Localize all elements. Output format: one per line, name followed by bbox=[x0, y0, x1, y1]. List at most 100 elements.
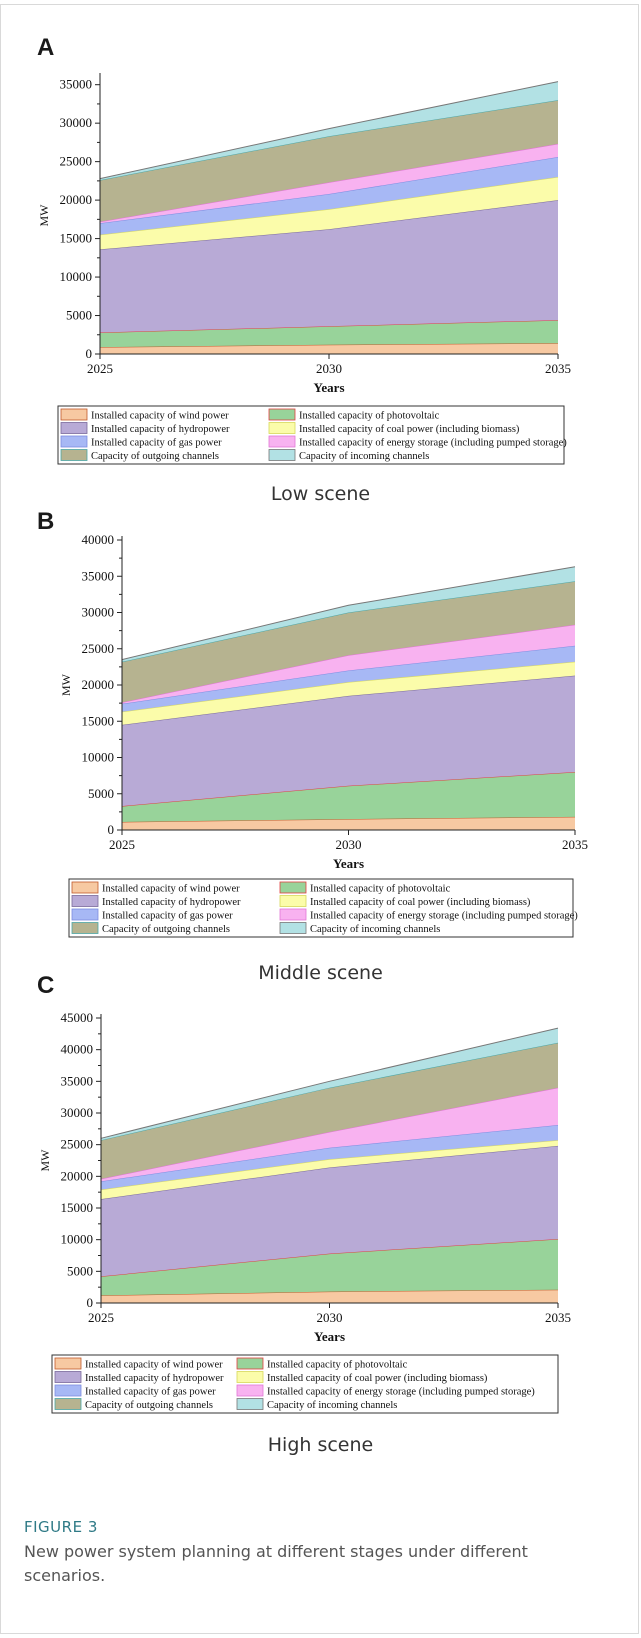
x-axis-title: Years bbox=[333, 856, 364, 871]
legend-swatch bbox=[71, 922, 99, 934]
y-tick-label: 15000 bbox=[61, 1200, 94, 1215]
legend-label: Installed capacity of coal power (includ… bbox=[267, 1373, 488, 1384]
legend-label: Capacity of incoming channels bbox=[299, 451, 429, 462]
area-6 bbox=[101, 1087, 558, 1182]
legend-label: Installed capacity of gas power bbox=[91, 438, 222, 449]
y-tick-label: 10000 bbox=[60, 269, 93, 284]
area-2 bbox=[122, 772, 575, 822]
legend-label: Installed capacity of coal power (includ… bbox=[299, 424, 520, 435]
y-tick-label: 40000 bbox=[82, 532, 115, 547]
panel-letter-b: B bbox=[37, 508, 55, 535]
area-1 bbox=[100, 343, 558, 354]
y-tick-label: 20000 bbox=[60, 192, 93, 207]
y-tick-label: 20000 bbox=[82, 677, 115, 692]
legend-label: Installed capacity of coal power (includ… bbox=[310, 897, 531, 908]
y-tick-label: 10000 bbox=[82, 750, 115, 765]
area-3 bbox=[101, 1145, 558, 1277]
y-tick-label: 0 bbox=[86, 346, 93, 361]
panel-letter-a: A bbox=[37, 34, 55, 61]
legend-swatch bbox=[54, 1357, 82, 1370]
figure-label: FIGURE 3 bbox=[24, 1518, 98, 1536]
legend-label: Installed capacity of hydropower bbox=[85, 1373, 224, 1384]
x-tick-label: 2025 bbox=[88, 1310, 114, 1325]
area-4 bbox=[101, 1140, 558, 1200]
legend-box bbox=[57, 405, 565, 465]
y-tick-label: 45000 bbox=[61, 1010, 94, 1025]
y-tick-label: 25000 bbox=[60, 154, 93, 169]
area-3 bbox=[100, 200, 558, 333]
legend-swatch bbox=[236, 1357, 264, 1370]
area-line-8 bbox=[121, 566, 576, 661]
legend-label: Installed capacity of gas power bbox=[85, 1387, 216, 1398]
x-tick-label: 2025 bbox=[87, 361, 113, 376]
area-3 bbox=[122, 675, 575, 807]
y-tick-label: 5000 bbox=[66, 308, 92, 323]
area-8 bbox=[122, 566, 575, 662]
area-5 bbox=[122, 645, 575, 712]
y-axis-title: MW bbox=[59, 673, 73, 696]
x-tick-label: 2035 bbox=[545, 1310, 571, 1325]
x-tick-label: 2030 bbox=[336, 837, 362, 852]
legend-label: Installed capacity of energy storage (in… bbox=[267, 1387, 535, 1398]
scene-caption-middle: Middle scene bbox=[258, 962, 383, 984]
legend-box bbox=[51, 1354, 559, 1414]
y-tick-label: 35000 bbox=[61, 1073, 94, 1088]
legend-label: Capacity of incoming channels bbox=[310, 924, 440, 935]
legend-label: Installed capacity of hydropower bbox=[102, 897, 241, 908]
x-tick-label: 2030 bbox=[317, 1310, 343, 1325]
y-tick-label: 0 bbox=[87, 1295, 94, 1310]
legend-label: Capacity of incoming channels bbox=[267, 1400, 397, 1411]
area-8 bbox=[100, 81, 558, 181]
legend-swatch bbox=[54, 1371, 82, 1383]
legend-label: Capacity of outgoing channels bbox=[102, 924, 230, 935]
legend-swatch bbox=[236, 1384, 264, 1397]
x-tick-label: 2030 bbox=[316, 361, 342, 376]
legend-swatch bbox=[71, 881, 99, 894]
y-tick-label: 0 bbox=[108, 822, 115, 837]
y-tick-label: 5000 bbox=[67, 1263, 93, 1278]
legend-label: Installed capacity of gas power bbox=[102, 911, 233, 922]
legend-box bbox=[68, 878, 574, 938]
area-7 bbox=[122, 581, 575, 703]
legend-label: Installed capacity of wind power bbox=[102, 884, 240, 895]
y-tick-label: 30000 bbox=[82, 605, 115, 620]
area-1 bbox=[101, 1289, 558, 1303]
legend-label: Installed capacity of photovoltaic bbox=[267, 1360, 408, 1371]
area-4 bbox=[100, 177, 558, 250]
legend-swatch bbox=[71, 908, 99, 921]
legend-label: Installed capacity of photovoltaic bbox=[299, 411, 440, 422]
x-axis-title: Years bbox=[313, 380, 344, 395]
legend-swatch bbox=[60, 408, 88, 421]
legend-swatch bbox=[279, 881, 307, 894]
chart-middle-scene: 0 5000 10000 15000 20000 25000 30000 35000 40000… bbox=[59, 532, 588, 938]
area-2 bbox=[100, 320, 558, 348]
area-2 bbox=[101, 1239, 558, 1296]
legend-label: Installed capacity of energy storage (in… bbox=[299, 438, 567, 449]
x-tick-label: 2025 bbox=[109, 837, 135, 852]
figure-caption: New power system planning at different s… bbox=[24, 1542, 528, 1585]
y-tick-label: 35000 bbox=[60, 77, 93, 92]
figure-frame bbox=[0, 4, 639, 1634]
y-tick-label: 10000 bbox=[61, 1232, 94, 1247]
y-tick-label: 25000 bbox=[82, 641, 115, 656]
legend-swatch bbox=[268, 449, 296, 461]
legend-swatch bbox=[60, 449, 88, 461]
area-1 bbox=[122, 816, 575, 830]
y-tick-label: 15000 bbox=[60, 231, 93, 246]
legend-label: Installed capacity of photovoltaic bbox=[310, 884, 451, 895]
x-tick-label: 2035 bbox=[562, 837, 588, 852]
x-tick-label: 2035 bbox=[545, 361, 571, 376]
area-7 bbox=[100, 100, 558, 222]
area-line-3 bbox=[121, 675, 576, 726]
chart-high-scene: 0 5000 10000 15000 20000 25000 30000 35000 40000… bbox=[38, 1010, 571, 1414]
legend-swatch bbox=[54, 1398, 82, 1410]
y-tick-label: 25000 bbox=[61, 1137, 94, 1152]
legend-swatch bbox=[236, 1371, 264, 1383]
legend-swatch bbox=[279, 908, 307, 921]
y-tick-label: 30000 bbox=[61, 1105, 94, 1120]
y-axis-title: MW bbox=[37, 204, 51, 227]
legend-label: Installed capacity of hydropower bbox=[91, 424, 230, 435]
y-tick-label: 5000 bbox=[88, 786, 114, 801]
y-tick-label: 35000 bbox=[82, 568, 115, 583]
legend-swatch bbox=[60, 435, 88, 448]
